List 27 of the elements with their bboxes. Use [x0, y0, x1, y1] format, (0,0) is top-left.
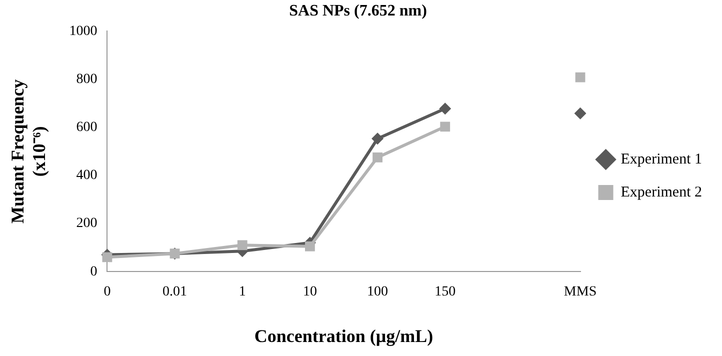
x-tick-label: 150: [434, 284, 456, 300]
x-tick-label: MMS: [564, 284, 597, 300]
x-tick-label: 0: [104, 284, 111, 300]
point: [102, 252, 112, 262]
legend-label: Experiment 2: [620, 184, 702, 200]
y-tick-label: 800: [76, 72, 98, 87]
y-tick-label: 1000: [69, 24, 98, 39]
point: [439, 102, 452, 115]
point: [304, 241, 315, 252]
x-tick-label: 1: [238, 284, 246, 300]
y-tick-label: 0: [90, 264, 98, 280]
point: [575, 72, 586, 82]
legend-label: Experiment 1: [620, 151, 702, 168]
y-tick-label: 600: [76, 120, 98, 136]
point: [372, 152, 382, 162]
x-tick-label: 100: [367, 284, 388, 300]
x-tick-label: 10: [302, 284, 317, 300]
x-tick-label: 0.01: [162, 284, 188, 300]
point: [372, 132, 384, 145]
point: [574, 107, 586, 120]
point: [237, 240, 248, 250]
y-axis-title: Mutant Frequency (x10⁻⁶): [7, 79, 50, 224]
point: [440, 122, 450, 132]
chart-title: SAS NPs (7.652 nm): [289, 2, 427, 20]
x-axis-title: Concentration (μg/mL): [254, 326, 434, 346]
y-tick-label: 400: [76, 168, 98, 184]
y-tick-label: 200: [76, 216, 98, 232]
